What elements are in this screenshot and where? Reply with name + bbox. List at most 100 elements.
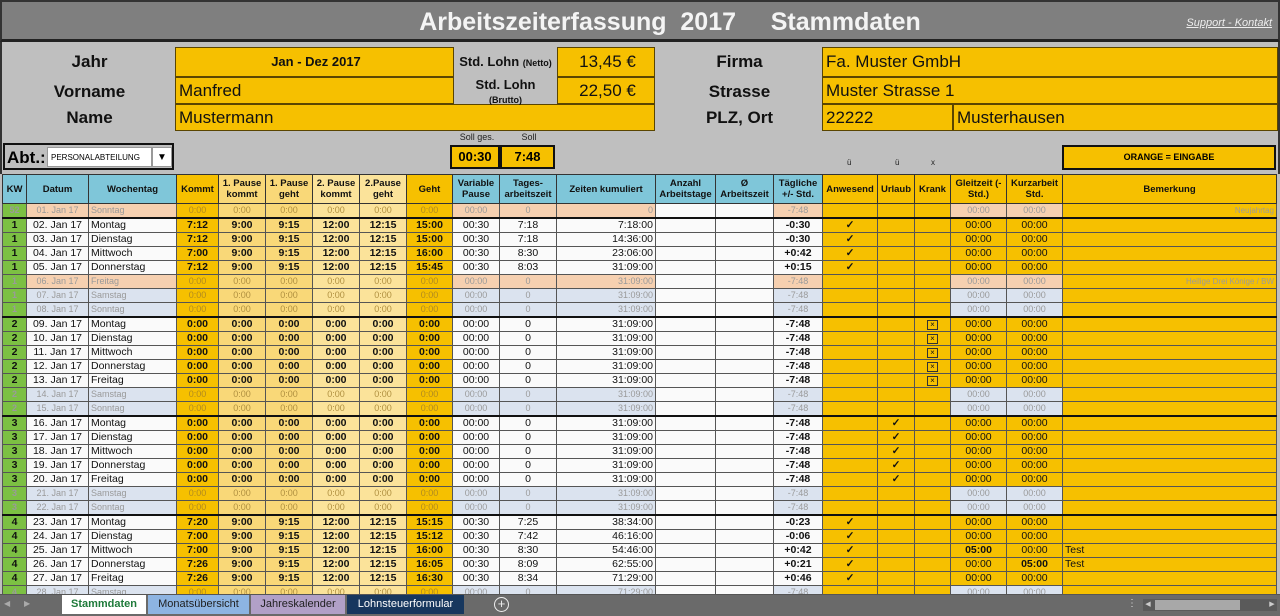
cell-geht[interactable]: 0:00: [406, 359, 453, 374]
cell-urlaub[interactable]: [877, 246, 915, 261]
cell-pause1-geht[interactable]: 0:00: [265, 430, 313, 445]
cell-kurzarbeit[interactable]: 00:00: [1006, 415, 1063, 431]
cell-pause2-geht[interactable]: 12:15: [359, 232, 407, 247]
cell-anwesend[interactable]: [822, 203, 878, 219]
cell-kommt[interactable]: 7:00: [176, 529, 219, 544]
cell-urlaub[interactable]: [877, 500, 915, 516]
cell-anwesend[interactable]: [822, 415, 878, 431]
cell-kurzarbeit[interactable]: 00:00: [1006, 217, 1063, 233]
cell-pause1-kommt[interactable]: 9:00: [218, 217, 266, 233]
soll-ges-value[interactable]: 00:30: [450, 145, 500, 169]
scrollbar-thumb[interactable]: [1155, 600, 1240, 610]
cell-kommt[interactable]: 0:00: [176, 486, 219, 501]
cell-anwesend[interactable]: ✓: [822, 529, 878, 544]
cell-pause1-geht[interactable]: 9:15: [265, 557, 313, 572]
cell-kommt[interactable]: 0:00: [176, 430, 219, 445]
cell-pause2-geht[interactable]: 0:00: [359, 288, 407, 303]
cell-kurzarbeit[interactable]: 00:00: [1006, 203, 1063, 219]
cell-pause1-geht[interactable]: 0:00: [265, 415, 313, 431]
cell-urlaub[interactable]: [877, 217, 915, 233]
cell-krank[interactable]: ×: [914, 345, 951, 360]
cell-pause1-kommt[interactable]: 9:00: [218, 260, 266, 275]
cell-bemerkung[interactable]: [1062, 472, 1277, 487]
cell-gleitzeit[interactable]: 00:00: [950, 345, 1007, 360]
cell-anwesend[interactable]: ✓: [822, 217, 878, 233]
cell-krank[interactable]: ×: [914, 316, 951, 332]
cell-pause2-geht[interactable]: 0:00: [359, 401, 407, 417]
cell-kurzarbeit[interactable]: 00:00: [1006, 500, 1063, 516]
cell-anwesend[interactable]: ✓: [822, 514, 878, 530]
cell-pause2-kommt[interactable]: 0:00: [312, 373, 360, 388]
cell-pause2-geht[interactable]: 12:15: [359, 557, 407, 572]
vorname-field[interactable]: Manfred: [175, 77, 454, 104]
cell-pause2-kommt[interactable]: 12:00: [312, 571, 360, 586]
cell-kommt[interactable]: 0:00: [176, 316, 219, 332]
sheet-tab-monatsuebersicht[interactable]: Monatsübersicht: [148, 595, 249, 614]
cell-pause2-geht[interactable]: 0:00: [359, 373, 407, 388]
cell-gleitzeit[interactable]: 00:00: [950, 373, 1007, 388]
cell-urlaub[interactable]: ✓: [877, 444, 915, 459]
cell-pause2-kommt[interactable]: 12:00: [312, 217, 360, 233]
cell-geht[interactable]: 0:00: [406, 401, 453, 417]
cell-gleitzeit[interactable]: 00:00: [950, 557, 1007, 572]
cell-pause1-geht[interactable]: 9:15: [265, 260, 313, 275]
cell-krank[interactable]: [914, 203, 951, 219]
cell-anwesend[interactable]: [822, 331, 878, 346]
cell-gleitzeit[interactable]: 00:00: [950, 415, 1007, 431]
cell-gleitzeit[interactable]: 00:00: [950, 571, 1007, 586]
cell-krank[interactable]: [914, 387, 951, 402]
cell-geht[interactable]: 0:00: [406, 331, 453, 346]
cell-pause1-geht[interactable]: 0:00: [265, 444, 313, 459]
cell-kommt[interactable]: 0:00: [176, 345, 219, 360]
cell-pause1-kommt[interactable]: 9:00: [218, 557, 266, 572]
cell-anwesend[interactable]: [822, 401, 878, 417]
cell-bemerkung[interactable]: [1062, 288, 1277, 303]
cell-pause1-kommt[interactable]: 0:00: [218, 359, 266, 374]
cell-pause1-kommt[interactable]: 0:00: [218, 387, 266, 402]
cell-pause1-geht[interactable]: 9:15: [265, 232, 313, 247]
cell-anwesend[interactable]: [822, 500, 878, 516]
cell-kommt[interactable]: 7:20: [176, 514, 219, 530]
cell-gleitzeit[interactable]: 00:00: [950, 246, 1007, 261]
cell-pause1-kommt[interactable]: 0:00: [218, 302, 266, 318]
cell-krank[interactable]: [914, 543, 951, 558]
soll-value[interactable]: 7:48: [500, 145, 555, 169]
cell-pause2-geht[interactable]: 12:15: [359, 514, 407, 530]
cell-pause2-geht[interactable]: 12:15: [359, 217, 407, 233]
cell-gleitzeit[interactable]: 00:00: [950, 500, 1007, 516]
cell-anwesend[interactable]: ✓: [822, 543, 878, 558]
cell-pause1-kommt[interactable]: 0:00: [218, 345, 266, 360]
cell-geht[interactable]: 0:00: [406, 458, 453, 473]
cell-pause1-kommt[interactable]: 9:00: [218, 246, 266, 261]
cell-bemerkung[interactable]: [1062, 529, 1277, 544]
cell-geht[interactable]: 15:45: [406, 260, 453, 275]
cell-geht[interactable]: 16:05: [406, 557, 453, 572]
scroll-tabs-right-icon[interactable]: ▶: [24, 599, 31, 608]
cell-kurzarbeit[interactable]: 00:00: [1006, 232, 1063, 247]
cell-urlaub[interactable]: [877, 387, 915, 402]
cell-bemerkung[interactable]: [1062, 217, 1277, 233]
cell-krank[interactable]: ×: [914, 373, 951, 388]
cell-pause1-kommt[interactable]: 0:00: [218, 472, 266, 487]
cell-geht[interactable]: 0:00: [406, 472, 453, 487]
cell-pause2-kommt[interactable]: 0:00: [312, 486, 360, 501]
cell-pause1-geht[interactable]: 0:00: [265, 373, 313, 388]
cell-urlaub[interactable]: [877, 345, 915, 360]
cell-pause2-geht[interactable]: 12:15: [359, 543, 407, 558]
cell-geht[interactable]: 0:00: [406, 288, 453, 303]
cell-pause2-kommt[interactable]: 0:00: [312, 444, 360, 459]
cell-pause2-kommt[interactable]: 12:00: [312, 260, 360, 275]
cell-bemerkung[interactable]: [1062, 514, 1277, 530]
cell-anwesend[interactable]: [822, 345, 878, 360]
cell-pause2-geht[interactable]: 12:15: [359, 260, 407, 275]
cell-pause1-kommt[interactable]: 0:00: [218, 415, 266, 431]
cell-kurzarbeit[interactable]: 00:00: [1006, 345, 1063, 360]
cell-pause1-geht[interactable]: 0:00: [265, 288, 313, 303]
cell-gleitzeit[interactable]: 00:00: [950, 302, 1007, 318]
cell-pause1-kommt[interactable]: 9:00: [218, 232, 266, 247]
cell-krank[interactable]: [914, 514, 951, 530]
cell-urlaub[interactable]: [877, 514, 915, 530]
cell-pause1-geht[interactable]: 0:00: [265, 359, 313, 374]
cell-pause1-kommt[interactable]: 9:00: [218, 571, 266, 586]
cell-kommt[interactable]: 0:00: [176, 359, 219, 374]
